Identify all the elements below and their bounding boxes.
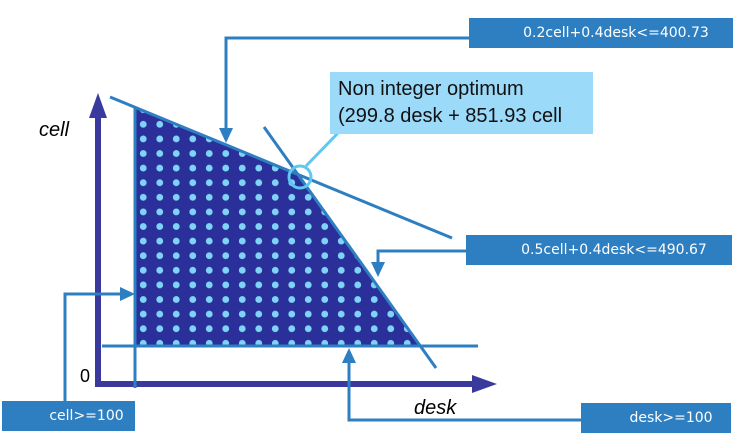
leader-desk-min: [347, 362, 582, 422]
constraint-line-c1: [109, 95, 453, 240]
leader-c2: [376, 249, 466, 264]
constraint-c1-label: 0.2cell+0.4desk<=400.73: [469, 18, 733, 48]
constraint-desk-min-label: desk>=100: [581, 403, 731, 433]
optimum-circle: [287, 164, 313, 190]
optimum-callout-line1: Non integer optimum: [338, 78, 524, 100]
y-axis-label: cell: [39, 119, 70, 141]
x-axis-arrow: [472, 375, 497, 393]
integer-points-grid: [135, 108, 420, 345]
leader-cell-min-arrow: [120, 287, 135, 301]
optimum-pointer: [304, 131, 340, 168]
leader-c2-arrow: [371, 262, 385, 277]
y-axis-arrow: [89, 93, 107, 118]
constraint-cell-min-label: cell>=100: [2, 401, 135, 431]
optimum-callout-line2: (299.8 desk + 851.93 cell: [338, 105, 563, 127]
origin-label: 0: [80, 366, 91, 386]
leader-cell-min: [63, 292, 122, 402]
x-axis-label: desk: [414, 397, 457, 419]
constraint-c2-label: 0.5cell+0.4desk<=490.67: [466, 235, 732, 265]
leader-c1-arrow: [219, 128, 233, 143]
optimum-callout: Non integer optimum (299.8 desk + 851.93…: [330, 72, 593, 134]
leader-desk-min-arrow: [342, 348, 356, 363]
leader-c1: [224, 36, 470, 130]
